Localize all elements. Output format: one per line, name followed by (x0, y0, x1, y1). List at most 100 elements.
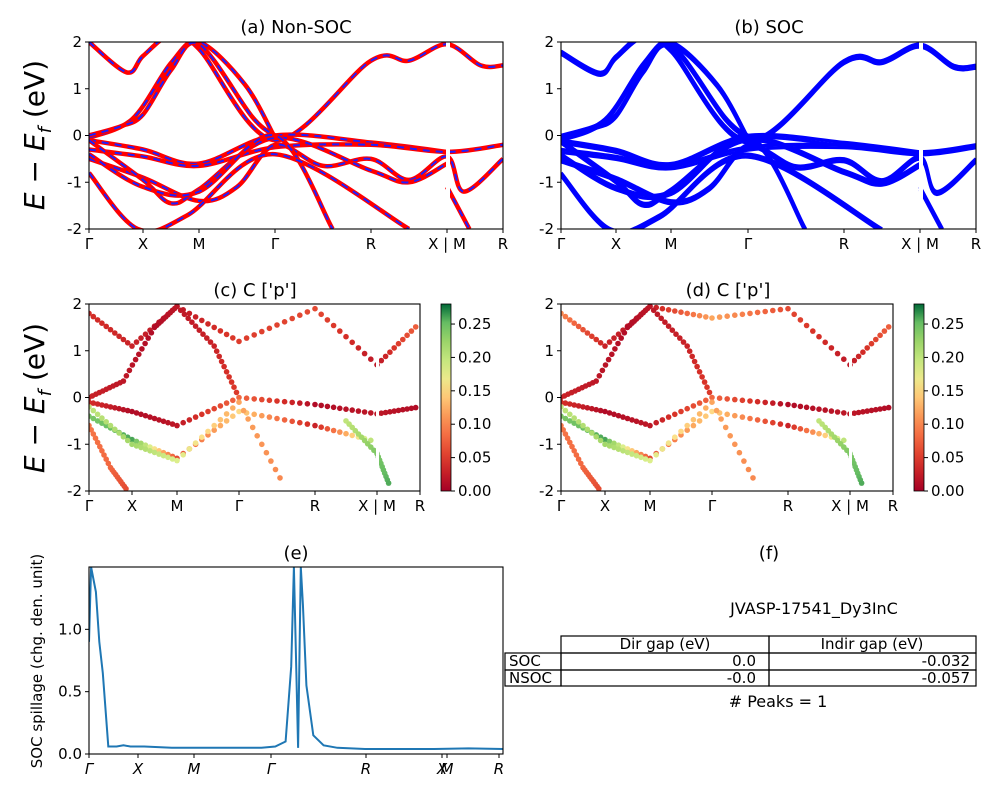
scatter-point (169, 456, 176, 462)
scatter-point (624, 449, 631, 456)
scatter-point (230, 397, 236, 404)
scatter-point (124, 340, 131, 346)
scatter-point (274, 322, 280, 328)
scatter-point (107, 422, 114, 429)
table-header-dir-gap: Dir gap (eV) (620, 635, 711, 653)
scatter-point (704, 384, 710, 391)
spillage-line (89, 567, 503, 750)
scatter-point (165, 419, 171, 426)
scatter-point (211, 324, 217, 331)
scatter-point (841, 410, 847, 416)
panel-b-xtick-label: R (971, 235, 981, 253)
panel-e-xtick-label: Γ (267, 760, 277, 778)
scatter-point (629, 417, 635, 423)
scatter-point (151, 449, 158, 456)
scatter-point (713, 407, 720, 414)
band-line-split-0 (561, 42, 976, 145)
scatter-point (615, 446, 622, 453)
scatter-point (236, 338, 242, 345)
scatter-point (92, 435, 99, 442)
scatter-point (615, 340, 621, 347)
panel-b-xtick-label: M (665, 235, 678, 253)
scatter-point (684, 405, 690, 412)
scatter-point (797, 403, 804, 410)
scatter-point (251, 332, 257, 338)
panel-c-ytick-label: -1 (67, 435, 82, 453)
scatter-point (297, 419, 303, 426)
scatter-point (192, 440, 199, 446)
scatter-point (696, 369, 703, 375)
scatter-point (834, 409, 841, 415)
panel-e-xtick-label: R (494, 760, 504, 778)
scatter-point (575, 456, 582, 463)
colorbar-tick-label: 0.10 (931, 415, 964, 433)
scatter-point (562, 415, 569, 422)
scatter-point (605, 356, 612, 363)
scatter-point (378, 410, 385, 417)
scatter-point (696, 312, 703, 319)
scatter-point (217, 403, 224, 409)
scatter-point (289, 315, 296, 322)
scatter-point (382, 409, 389, 416)
scatter-point (274, 398, 280, 404)
scatter-point (228, 379, 235, 385)
scatter-point (686, 348, 693, 355)
scatter-point (691, 358, 698, 365)
scatter-point (571, 402, 577, 408)
scatter-point (199, 411, 205, 418)
scatter-point (94, 317, 101, 323)
scatter-point (696, 418, 703, 424)
scatter-point (665, 414, 672, 420)
scatter-point (561, 310, 564, 317)
panel-c-ytick-label: 0 (72, 389, 82, 407)
scatter-point (266, 325, 273, 332)
scatter-point (596, 485, 602, 491)
panel-c-xtick-label: Γ (85, 497, 94, 515)
scatter-point (797, 426, 804, 432)
scatter-point (673, 331, 679, 338)
scatter-point (259, 396, 265, 403)
scatter-point (562, 431, 569, 437)
panel-b-xtick-label: X (611, 235, 621, 253)
panel-e-xtick-label: M (188, 760, 201, 778)
panel-e-xtick-label: X (436, 760, 448, 778)
panel-d-xtick-label: X | M (831, 497, 869, 515)
scatter-point (810, 405, 816, 412)
scatter-point (653, 419, 659, 426)
scatter-point (638, 454, 644, 461)
panel-a-xtick-label: Γ (85, 235, 94, 253)
colorbar-tick-label: 0.25 (458, 315, 491, 333)
colorbar-tick-label: 0.00 (931, 482, 964, 500)
panel-b-ytick-label: 1 (544, 80, 554, 98)
scatter-point (160, 418, 167, 425)
scatter-point (727, 433, 733, 439)
scatter-point (803, 404, 810, 411)
scatter-point (777, 306, 784, 313)
scatter-point (745, 466, 752, 473)
scatter-point (337, 429, 343, 435)
scatter-point (236, 394, 242, 401)
scatter-point (223, 418, 230, 424)
scatter-point (169, 421, 176, 427)
table-cell-nsoc-indir: -0.057 (922, 669, 970, 687)
scatter-point (231, 384, 237, 391)
scatter-point (312, 401, 318, 408)
scatter-point (259, 328, 265, 335)
scatter-point (877, 332, 883, 339)
panel-a-title: (a) Non-SOC (240, 17, 351, 38)
panel-b-bands (561, 42, 976, 229)
scatter-point (659, 446, 666, 452)
scatter-point (272, 466, 279, 473)
scatter-point (677, 335, 683, 341)
scatter-point (304, 401, 311, 407)
scatter-point (569, 443, 575, 450)
scatter-point (621, 330, 628, 336)
scatter-point (567, 439, 573, 446)
panel-c-ytick-label: -2 (67, 482, 82, 500)
scatter-point (684, 343, 690, 349)
panel-e-xtick-label: Γ (85, 760, 95, 778)
scatter-point (103, 323, 109, 330)
scatter-point (834, 350, 841, 357)
colorbar-tick-label: 0.20 (931, 348, 964, 366)
band-line-dash-5 (89, 143, 503, 203)
